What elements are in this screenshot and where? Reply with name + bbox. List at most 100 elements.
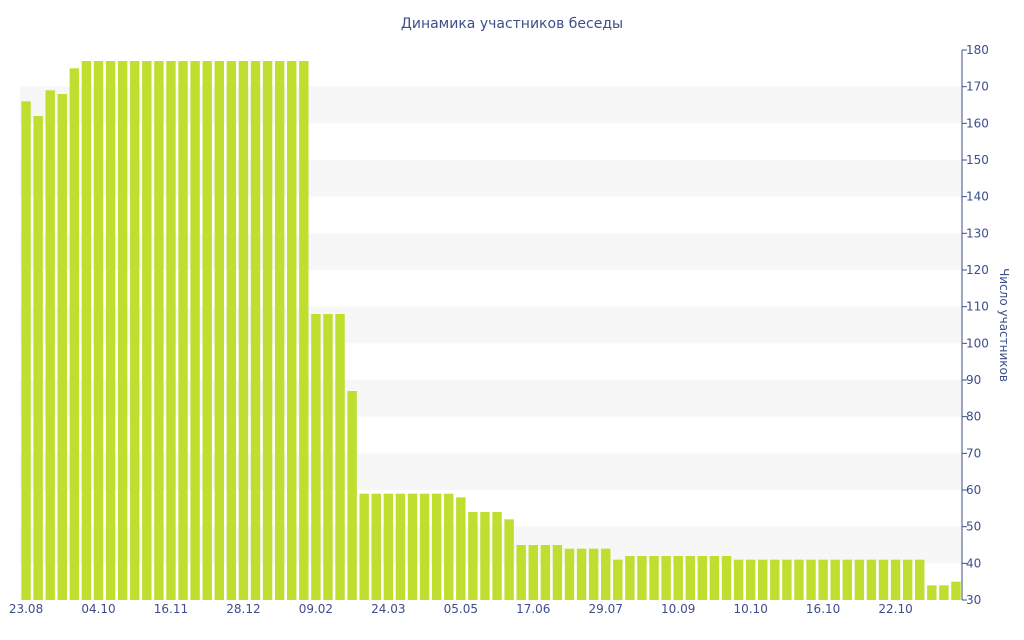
bar [190,61,200,600]
bar [323,314,333,600]
bar [745,559,756,600]
y-tick-label: 90 [966,373,981,387]
bar [57,94,67,600]
bar [311,314,321,600]
y-tick-label: 50 [966,520,981,534]
y-tick-label: 40 [966,556,981,570]
bar [359,493,369,600]
bar [407,493,418,600]
bar [299,61,309,600]
x-tick-label: 16.10 [806,602,840,616]
bar [468,512,478,600]
x-tick-label: 10.09 [661,602,695,616]
grid-band [20,233,962,270]
bar [528,545,538,600]
y-tick-label: 60 [966,483,981,497]
bar [335,314,345,600]
y-tick-label: 160 [966,116,989,130]
bar [419,493,430,600]
bar [105,61,116,600]
bar [516,545,526,600]
y-tick-label: 180 [966,43,989,57]
bar [649,556,659,600]
bar [33,116,43,600]
bar [431,493,442,600]
bar [697,556,708,600]
bar [178,61,188,600]
x-tick-label: 23.08 [9,602,43,616]
bar [866,559,877,600]
bar [274,61,285,600]
bar [347,391,357,600]
bar [588,548,599,600]
bar [854,559,865,600]
bar [552,545,563,600]
bar [902,559,913,600]
x-tick-label: 28.12 [226,602,260,616]
y-tick-label: 70 [966,446,981,460]
bar [287,61,297,600]
bar [794,559,804,600]
bar [154,61,164,600]
bar [250,61,261,600]
bar [480,512,490,600]
bar [709,556,720,600]
x-axis-ticks: 23.08 04.10 16.11 28.12 09.02 24.03 05.05 17.06… [9,602,913,616]
bar [842,559,852,600]
bar [733,559,744,600]
bar [492,512,502,600]
x-tick-label: 04.10 [81,602,115,616]
grid-band [20,526,962,564]
grid-band [20,86,962,124]
y-tick-label: 80 [966,410,981,424]
x-tick-label: 29.07 [589,602,623,616]
bar [890,559,901,600]
bar [661,556,671,600]
bar [142,61,152,600]
bar [456,497,466,600]
grid-band [20,380,962,417]
x-tick-label: 24.03 [371,602,405,616]
x-tick-label: 17.06 [516,602,550,616]
bar [927,585,937,600]
grid-band [20,306,962,344]
bar [81,61,92,600]
x-tick-label: 09.02 [299,602,333,616]
x-tick-label: 05.05 [444,602,478,616]
grid-band [20,453,962,490]
x-tick-label: 22.10 [878,602,912,616]
bar [830,559,840,600]
y-tick-label: 110 [966,300,989,314]
bar [45,90,55,600]
bar [939,585,949,600]
bar [69,68,80,601]
bar [504,519,514,600]
bar [758,559,768,600]
bar [770,559,780,600]
bar [625,556,635,600]
y-tick-label: 120 [966,263,989,277]
y-tick-label: 170 [966,80,989,94]
bar [166,61,176,600]
bar [383,493,394,600]
x-tick-label: 10.10 [733,602,767,616]
y-axis-label: Число участников [997,268,1011,382]
bar [130,61,140,600]
bar [226,61,237,600]
bar [951,581,961,600]
y-tick-label: 130 [966,226,989,240]
bar [685,556,695,600]
bar [601,548,611,600]
bar [214,61,224,600]
grid-bands [20,86,962,564]
bar [673,556,683,600]
bar [93,61,104,600]
bar [637,556,647,600]
y-axis-ticks: 30 40 50 60 70 80 90 100 110 120 130 140 150 160 170 18… [962,43,989,607]
bar [21,101,31,600]
grid-band [20,160,962,197]
bar [915,559,925,600]
chart-title: Динамика участников беседы [401,16,623,32]
bar [613,559,623,600]
